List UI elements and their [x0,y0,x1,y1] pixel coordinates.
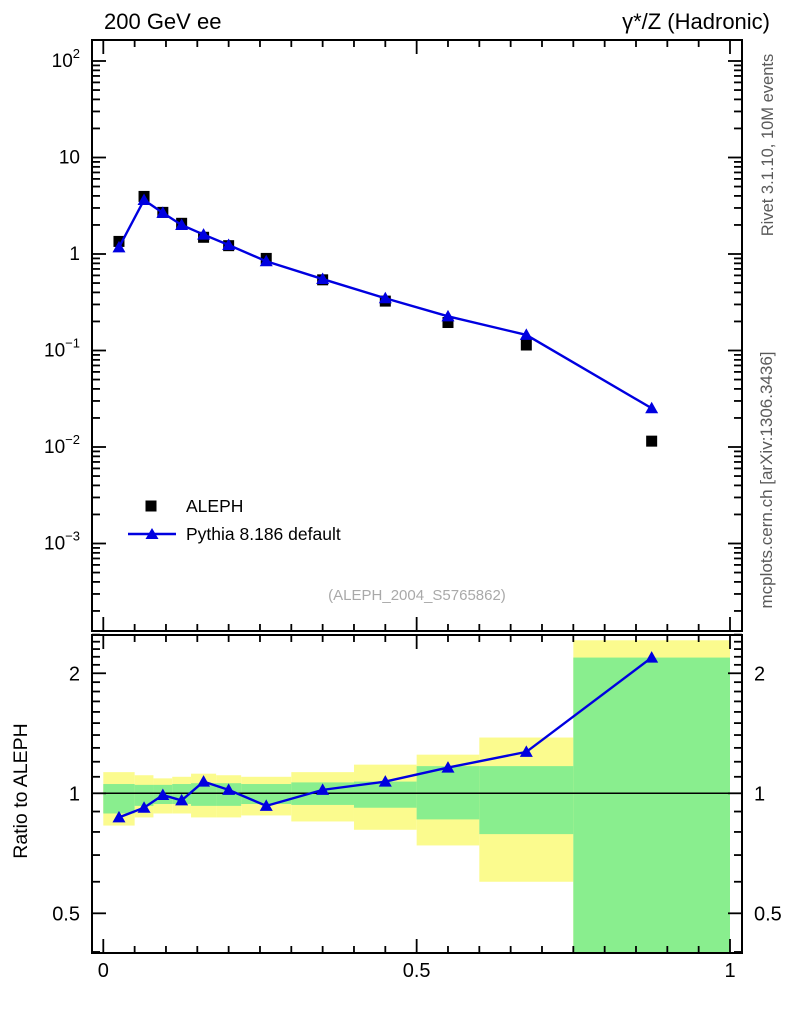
aleph-square-marker [145,500,157,512]
ratio-ytick-label-right: 0.5 [754,903,782,925]
pythia-mc-point [259,254,273,267]
pythia-mc-point [316,272,330,285]
legend: ALEPH Pythia 8.186 default [128,496,341,544]
ratio-mc-point [112,810,126,823]
xtick-label: 1 [724,960,735,982]
aleph-data-point [646,435,658,447]
aleph-data-point [442,317,454,329]
pythia-mc-point [197,228,211,240]
axes-frames-layer [91,39,743,954]
mcplots-reference-label: mcplots.cern.ch [arXiv:1306.3436] [757,351,776,608]
ratio-mc-point [441,761,455,773]
ratio-ytick-label-left: 2 [69,663,80,685]
pythia-mc-point [156,206,170,218]
main-ytick-label: 10−2 [44,432,80,458]
pythia-mc-point [645,401,659,414]
pythia-mc-point [175,218,189,230]
plot-title-left: 200 GeV ee [104,9,221,34]
rivet-version-label: Rivet 3.1.10, 10M events [759,54,777,237]
main-ytick-label: 10−3 [44,529,80,555]
pythia-mc-line [117,198,653,410]
xtick-label: 0 [98,960,109,982]
analysis-watermark: (ALEPH_2004_S5765862) [328,587,506,604]
ratio-ytick-label-right: 1 [754,783,765,805]
plot-title-right: γ*/Z (Hadronic) [622,9,770,34]
ratio-mc-point [156,788,170,801]
ratio-ytick-label-right: 2 [754,663,765,685]
pythia-mc-point [519,328,533,340]
ratio-ytick-label-left: 0.5 [52,903,80,925]
band-green [191,783,217,806]
data-series-layer [112,190,659,823]
main-ytick-label: 10−1 [44,336,80,362]
ratio-mc-point [197,775,211,787]
ratio-mc-point [378,775,392,787]
pythia-mc-point [378,291,392,304]
tick-labels-layer: 102 10 1 10−1 10−2 10−3 2 2 1 1 0.5 0.5 0 0.5 1 [44,46,782,982]
band-green [134,784,154,806]
main-ytick-label: 10 [59,148,80,169]
pythia-mc-point [112,240,126,253]
ratio-mc-point [519,745,533,757]
ratio-mc-point [175,793,189,806]
ratio-mc-point [645,651,659,663]
pythia-triangle-marker [145,528,159,539]
ratio-mc-point [259,799,273,811]
ratio-mc-point [222,783,236,795]
main-ytick-label: 1 [69,244,80,265]
main-ytick-label: 102 [52,46,80,72]
ratio-mc-point [316,783,330,795]
legend-item-pythia: Pythia 8.186 default [186,524,341,544]
pythia-mc-point [137,193,151,205]
aleph-data-point [520,339,532,351]
pythia-mc-point [441,309,455,322]
pythia-mc-point [222,238,236,250]
xtick-label: 0.5 [403,960,431,982]
band-green [479,766,574,835]
ratio-ytick-label-left: 1 [69,783,80,805]
ratio-axis-title: Ratio to ALEPH [10,723,32,859]
uncertainty-bands-layer [92,640,742,953]
band-green [103,784,135,814]
ratio-mc-point [137,801,151,813]
band-green [573,657,730,953]
legend-item-aleph: ALEPH [186,496,243,516]
